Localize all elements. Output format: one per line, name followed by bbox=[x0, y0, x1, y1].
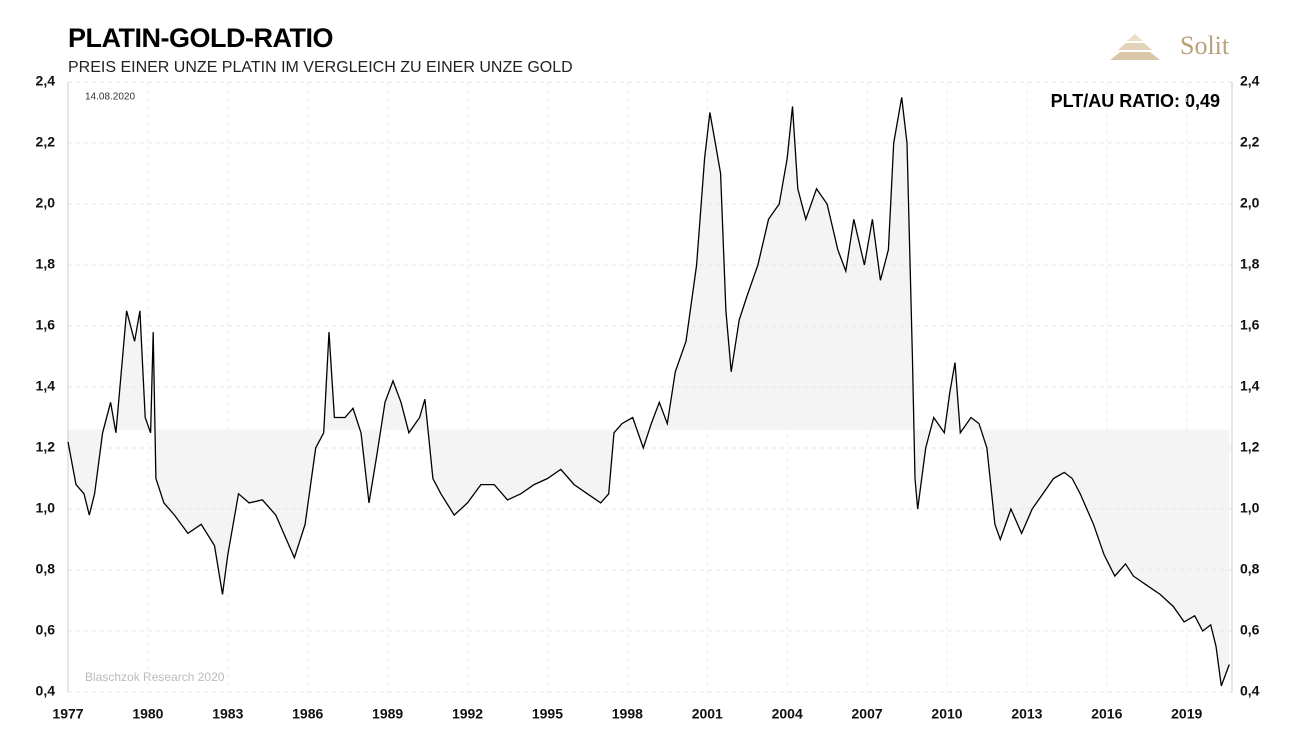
logo-icon bbox=[1110, 34, 1160, 60]
x-tick-label: 1986 bbox=[292, 706, 323, 722]
y2-tick-label: 2,2 bbox=[1240, 134, 1260, 150]
y-tick-label: 1,4 bbox=[36, 378, 56, 394]
chart-title: PLATIN-GOLD-RATIO bbox=[68, 23, 333, 53]
y2-tick-label: 1,8 bbox=[1240, 256, 1260, 272]
x-tick-label: 2004 bbox=[772, 706, 803, 722]
y2-tick-label: 0,4 bbox=[1240, 683, 1260, 699]
y2-tick-label: 1,2 bbox=[1240, 439, 1260, 455]
x-tick-label: 1998 bbox=[612, 706, 643, 722]
y-tick-label: 1,2 bbox=[36, 439, 56, 455]
y-tick-label: 1,6 bbox=[36, 317, 56, 333]
y2-tick-label: 0,6 bbox=[1240, 622, 1260, 638]
y-tick-label: 0,6 bbox=[36, 622, 56, 638]
x-tick-label: 2019 bbox=[1171, 706, 1202, 722]
x-tick-label: 1995 bbox=[532, 706, 563, 722]
y2-tick-label: 0,8 bbox=[1240, 561, 1260, 577]
current-ratio: PLT/AU RATIO: 0,49 bbox=[1051, 91, 1220, 111]
x-tick-label: 1989 bbox=[372, 706, 403, 722]
y-tick-label: 2,4 bbox=[36, 73, 56, 89]
x-tick-label: 2001 bbox=[692, 706, 723, 722]
x-tick-label: 2016 bbox=[1091, 706, 1122, 722]
source-label: Blaschzok Research 2020 bbox=[85, 670, 225, 684]
y-tick-label: 2,0 bbox=[36, 195, 56, 211]
x-tick-label: 1992 bbox=[452, 706, 483, 722]
y2-tick-label: 1,4 bbox=[1240, 378, 1260, 394]
y-tick-label: 1,8 bbox=[36, 256, 56, 272]
chart-subtitle: PREIS EINER UNZE PLATIN IM VERGLEICH ZU … bbox=[68, 59, 573, 76]
shaded-area bbox=[68, 97, 1230, 686]
date-label: 14.08.2020 bbox=[85, 92, 135, 103]
y2-tick-label: 2,4 bbox=[1240, 73, 1260, 89]
x-tick-label: 2007 bbox=[852, 706, 883, 722]
y2-tick-label: 1,0 bbox=[1240, 500, 1260, 516]
line bbox=[67, 97, 1230, 687]
y-tick-label: 0,8 bbox=[36, 561, 56, 577]
y2-tick-label: 2,0 bbox=[1240, 195, 1260, 211]
y2-tick-label: 1,6 bbox=[1240, 317, 1260, 333]
grid bbox=[67, 81, 1232, 693]
x-tick-label: 2010 bbox=[931, 706, 962, 722]
x-tick-label: 1977 bbox=[52, 706, 83, 722]
y-tick-label: 1,0 bbox=[36, 500, 56, 516]
x-tick-label: 1980 bbox=[132, 706, 163, 722]
x-tick-label: 1983 bbox=[212, 706, 243, 722]
x-tick-label: 2013 bbox=[1011, 706, 1042, 722]
logo-text: Solit bbox=[1180, 31, 1230, 60]
y-tick-label: 0,4 bbox=[36, 683, 56, 699]
y-tick-label: 2,2 bbox=[36, 134, 56, 150]
